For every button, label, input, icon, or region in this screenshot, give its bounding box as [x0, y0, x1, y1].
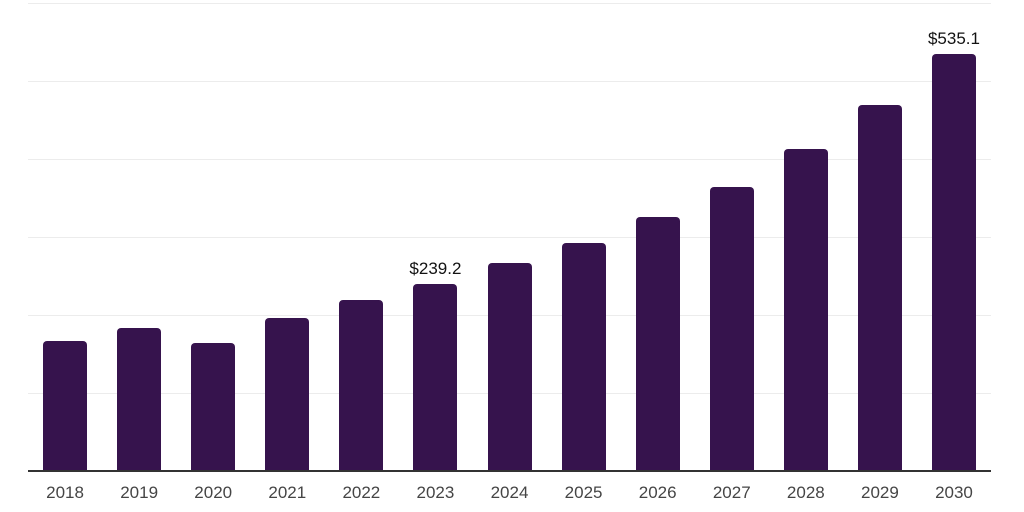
x-tick-label: 2026	[638, 483, 677, 502]
bar-band	[102, 3, 176, 471]
bar-band	[472, 3, 546, 471]
bar-band	[324, 3, 398, 471]
x-tick-label: 2030	[935, 483, 973, 502]
bar-band	[547, 3, 621, 471]
x-tick-label: 2024	[490, 483, 529, 502]
bar-band	[695, 3, 769, 471]
x-tick-label: 2021	[268, 483, 307, 502]
bar-2030	[931, 53, 976, 471]
bar-2028	[783, 149, 828, 471]
bar-2022	[339, 300, 384, 471]
x-axis-line	[28, 470, 991, 472]
bar-band	[250, 3, 324, 471]
bar-value-label: $535.1	[927, 28, 980, 48]
bar-2025	[561, 243, 606, 471]
bar-band: $239.2	[398, 3, 472, 471]
bar-2024	[487, 263, 532, 471]
bar-2019	[117, 328, 162, 471]
bar-2029	[857, 104, 902, 471]
x-tick-label: 2023	[416, 483, 455, 502]
bar-band	[28, 3, 102, 471]
bar-value-label: $239.2	[409, 259, 462, 279]
x-tick-label: 2027	[712, 483, 751, 502]
bar-2027	[709, 186, 754, 471]
bar-band	[176, 3, 250, 471]
x-tick-label: 2022	[342, 483, 381, 502]
x-axis-tick-labels: 2018 2019 2020 2021 2022 2023 2024 2025 2026 2027…	[28, 482, 991, 504]
bar-band	[843, 3, 917, 471]
x-tick-label: 2028	[786, 483, 825, 502]
bar-band	[621, 3, 695, 471]
plot-area: $239.2 $535.1	[28, 3, 991, 472]
bar-band: $535.1	[917, 3, 991, 471]
bar-2023	[413, 284, 458, 471]
x-tick-label: 2020	[194, 483, 233, 502]
x-tick-label: 2025	[564, 483, 603, 502]
x-tick-label: 2019	[120, 483, 159, 502]
bar-2021	[265, 318, 310, 471]
bar-2018	[43, 340, 88, 471]
x-tick-label: 2029	[860, 483, 899, 502]
x-tick-label: 2018	[46, 483, 84, 502]
bar-2020	[191, 343, 236, 471]
bar-2026	[635, 217, 680, 471]
bar-band	[769, 3, 843, 471]
